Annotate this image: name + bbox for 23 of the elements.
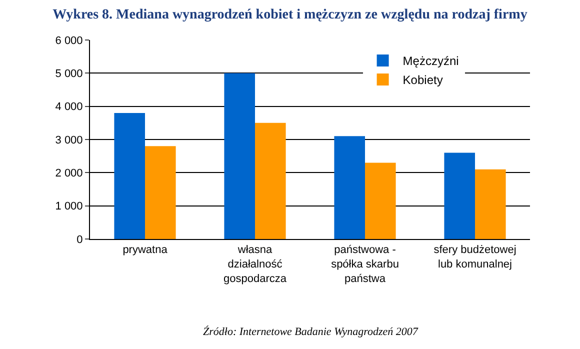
bar (444, 152, 475, 239)
bar (114, 112, 145, 239)
bar (365, 162, 396, 239)
bar (334, 136, 365, 239)
bar (145, 146, 176, 239)
bar (475, 169, 506, 239)
y-tick-label: 6 000 (55, 34, 83, 47)
x-tick-label: państwowa - spółka skarbu państwa (331, 244, 399, 285)
y-tick-label: 5 000 (55, 68, 83, 80)
y-tick-label: 4 000 (55, 101, 83, 114)
x-tick-label: własna działalność gospodarcza (224, 244, 288, 285)
legend-label: Mężczyźni (402, 54, 459, 68)
bar (255, 122, 286, 239)
x-tick-label: sfery budżetowej lub komunalnej (434, 244, 516, 270)
y-tick-label: 3 000 (55, 134, 83, 146)
bar (224, 73, 255, 239)
x-tick-label: prywatna (122, 244, 168, 256)
text: Źródło: Internetowe Badanie Wynagrodzeń 2007 (203, 325, 418, 338)
y-tick-label: 0 (76, 234, 83, 246)
y-tick-label: 1 000 (55, 200, 83, 213)
legend-label: Kobiety (402, 73, 443, 88)
y-tick-label: 2 000 (55, 168, 83, 180)
chart-title: Wykres 8. Mediana wynagrodzeń kobiet i mężczyzn ze względu na rodzaj firmy (52, 8, 528, 23)
